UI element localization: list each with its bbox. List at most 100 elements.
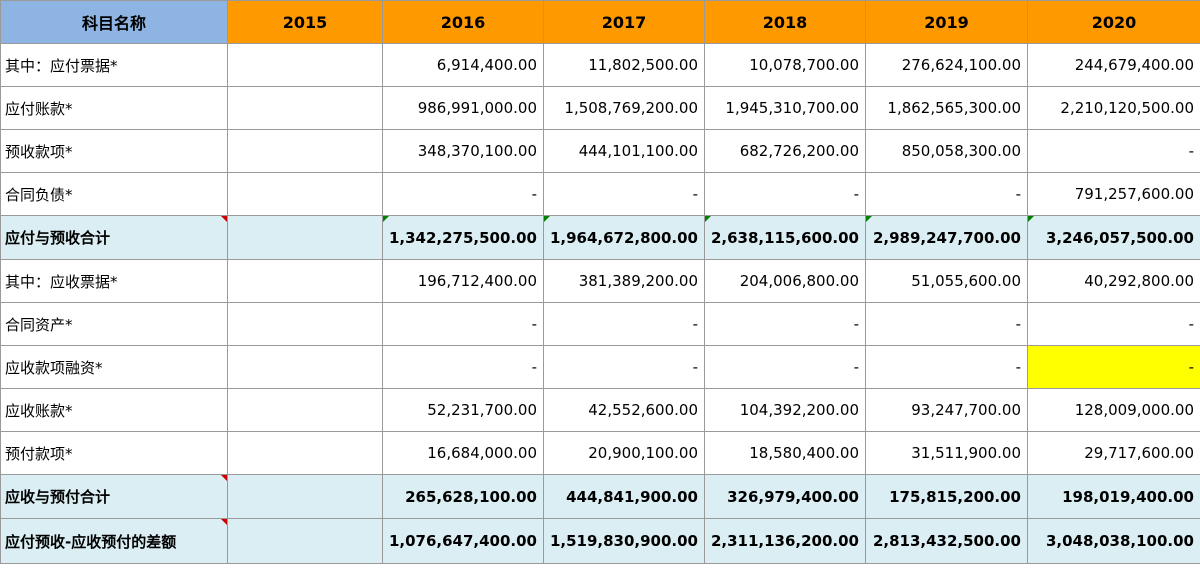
row-label[interactable]: 应收款项融资* [0, 345, 228, 389]
table-cell[interactable]: 51,055,600.00 [865, 259, 1028, 303]
table-cell[interactable] [227, 345, 383, 389]
table-cell[interactable] [227, 86, 383, 130]
table-cell[interactable]: 196,712,400.00 [382, 259, 544, 303]
table-cell[interactable]: 6,914,400.00 [382, 43, 544, 87]
table-cell[interactable]: 1,862,565,300.00 [865, 86, 1028, 130]
table-cell[interactable]: 40,292,800.00 [1027, 259, 1200, 303]
table-cell[interactable]: 276,624,100.00 [865, 43, 1028, 87]
table-cell[interactable]: 244,679,400.00 [1027, 43, 1200, 87]
row-label[interactable]: 应付账款* [0, 86, 228, 130]
table-row: 其中：应付票据* 6,914,400.00 11,802,500.00 10,0… [0, 43, 1200, 87]
table-cell[interactable]: 2,210,120,500.00 [1027, 86, 1200, 130]
header-year-2017[interactable]: 2017 [543, 0, 705, 44]
table-cell[interactable]: 1,342,275,500.00 [382, 215, 544, 260]
table-cell[interactable] [227, 431, 383, 475]
table-cell[interactable]: - [865, 302, 1028, 346]
table-cell[interactable]: - [1027, 302, 1200, 346]
table-cell[interactable]: 18,580,400.00 [704, 431, 866, 475]
row-label[interactable]: 合同资产* [0, 302, 228, 346]
table-row: 应收账款* 52,231,700.00 42,552,600.00 104,39… [0, 388, 1200, 432]
table-cell[interactable] [227, 172, 383, 216]
table-cell[interactable]: 1,519,830,900.00 [543, 518, 705, 564]
table-cell[interactable] [227, 474, 383, 519]
header-year-2020[interactable]: 2020 [1027, 0, 1200, 44]
row-label[interactable]: 预付款项* [0, 431, 228, 475]
row-label[interactable]: 其中：应付票据* [0, 43, 228, 87]
table-cell[interactable]: 42,552,600.00 [543, 388, 705, 432]
table-cell[interactable]: 381,389,200.00 [543, 259, 705, 303]
table-cell[interactable]: - [865, 345, 1028, 389]
table-cell[interactable]: 986,991,000.00 [382, 86, 544, 130]
row-label[interactable]: 其中：应收票据* [0, 259, 228, 303]
table-cell[interactable]: 444,101,100.00 [543, 129, 705, 173]
payables-total-row: 应付与预收合计 1,342,275,500.00 1,964,672,800.0… [0, 215, 1200, 260]
header-label-cell[interactable]: 科目名称 [0, 0, 228, 44]
table-row: 合同负债* - - - - 791,257,600.00 [0, 172, 1200, 216]
table-cell[interactable]: 204,006,800.00 [704, 259, 866, 303]
row-label[interactable]: 预收款项* [0, 129, 228, 173]
table-cell[interactable]: 3,246,057,500.00 [1027, 215, 1200, 260]
table-cell[interactable]: 31,511,900.00 [865, 431, 1028, 475]
table-cell[interactable]: - [704, 172, 866, 216]
difference-row: 应付预收-应收预付的差额 1,076,647,400.00 1,519,830,… [0, 518, 1200, 564]
table-cell[interactable]: - [543, 302, 705, 346]
table-cell[interactable]: 93,247,700.00 [865, 388, 1028, 432]
header-year-2018[interactable]: 2018 [704, 0, 866, 44]
row-label[interactable]: 应收与预付合计 [0, 474, 228, 519]
table-cell[interactable] [227, 302, 383, 346]
header-year-2016[interactable]: 2016 [382, 0, 544, 44]
row-label[interactable]: 应付预收-应收预付的差额 [0, 518, 228, 564]
table-row: 应付账款* 986,991,000.00 1,508,769,200.00 1,… [0, 86, 1200, 130]
table-cell[interactable]: - [704, 302, 866, 346]
table-cell[interactable]: 1,508,769,200.00 [543, 86, 705, 130]
table-cell[interactable] [227, 43, 383, 87]
table-cell[interactable] [227, 129, 383, 173]
table-cell[interactable]: - [865, 172, 1028, 216]
table-cell[interactable]: - [382, 302, 544, 346]
table-cell[interactable]: 791,257,600.00 [1027, 172, 1200, 216]
table-cell[interactable]: 348,370,100.00 [382, 129, 544, 173]
highlighted-cell[interactable]: - [1027, 345, 1200, 389]
table-cell[interactable]: 1,945,310,700.00 [704, 86, 866, 130]
table-cell[interactable]: 444,841,900.00 [543, 474, 705, 519]
table-cell[interactable]: 326,979,400.00 [704, 474, 866, 519]
table-cell[interactable]: 16,684,000.00 [382, 431, 544, 475]
header-year-2015[interactable]: 2015 [227, 0, 383, 44]
table-cell[interactable] [227, 388, 383, 432]
table-cell[interactable]: 2,638,115,600.00 [704, 215, 866, 260]
table-cell[interactable]: 3,048,038,100.00 [1027, 518, 1200, 564]
table-cell[interactable]: 175,815,200.00 [865, 474, 1028, 519]
table-cell[interactable]: 1,076,647,400.00 [382, 518, 544, 564]
table-cell[interactable] [227, 215, 383, 260]
table-cell[interactable]: 2,813,432,500.00 [865, 518, 1028, 564]
table-row: 预收款项* 348,370,100.00 444,101,100.00 682,… [0, 129, 1200, 173]
table-cell[interactable]: 20,900,100.00 [543, 431, 705, 475]
table-cell[interactable]: 1,964,672,800.00 [543, 215, 705, 260]
table-cell[interactable]: 29,717,600.00 [1027, 431, 1200, 475]
table-cell[interactable]: 265,628,100.00 [382, 474, 544, 519]
table-cell[interactable]: 10,078,700.00 [704, 43, 866, 87]
table-cell[interactable]: 52,231,700.00 [382, 388, 544, 432]
table-cell[interactable]: 11,802,500.00 [543, 43, 705, 87]
table-cell[interactable]: - [1027, 129, 1200, 173]
row-label[interactable]: 应收账款* [0, 388, 228, 432]
table-cell[interactable]: 104,392,200.00 [704, 388, 866, 432]
table-cell[interactable]: 682,726,200.00 [704, 129, 866, 173]
table-cell[interactable]: 850,058,300.00 [865, 129, 1028, 173]
table-cell[interactable] [227, 518, 383, 564]
table-cell[interactable]: 2,989,247,700.00 [865, 215, 1028, 260]
row-label[interactable]: 合同负债* [0, 172, 228, 216]
table-cell[interactable]: - [382, 172, 544, 216]
table-cell[interactable]: 198,019,400.00 [1027, 474, 1200, 519]
table-cell[interactable]: - [382, 345, 544, 389]
table-row: 其中：应收票据* 196,712,400.00 381,389,200.00 2… [0, 259, 1200, 303]
header-year-2019[interactable]: 2019 [865, 0, 1028, 44]
row-label[interactable]: 应付与预收合计 [0, 215, 228, 260]
table-cell[interactable]: - [704, 345, 866, 389]
table-cell[interactable]: 128,009,000.00 [1027, 388, 1200, 432]
table-cell[interactable]: - [543, 172, 705, 216]
table-cell[interactable]: 2,311,136,200.00 [704, 518, 866, 564]
table-cell[interactable] [227, 259, 383, 303]
table-cell[interactable]: - [543, 345, 705, 389]
